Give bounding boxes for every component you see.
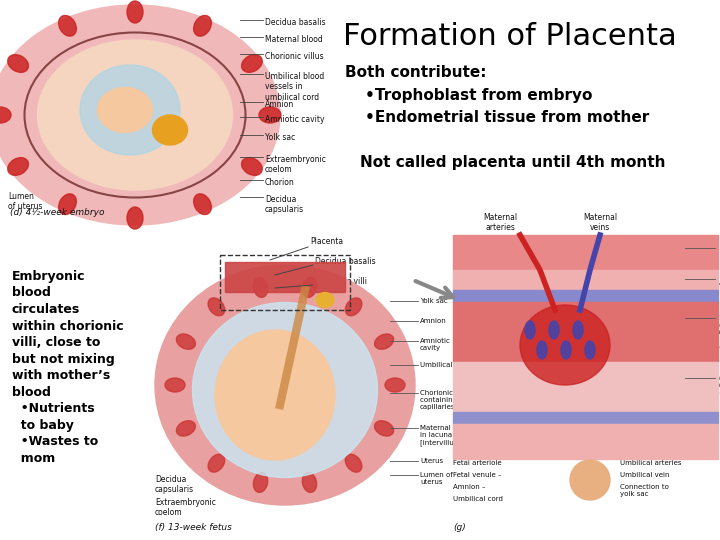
Ellipse shape: [573, 321, 583, 339]
Ellipse shape: [165, 378, 185, 392]
Bar: [225, 262, 345, 292]
Text: Fetal portion
of placenta
(chorion): Fetal portion of placenta (chorion): [676, 375, 720, 395]
Text: Maternal
portion
of placenta
(decidua
basalis): Maternal portion of placenta (decidua ba…: [680, 315, 720, 350]
Ellipse shape: [155, 265, 415, 505]
Ellipse shape: [537, 341, 547, 359]
Text: Decidua basalis: Decidua basalis: [265, 18, 325, 27]
Ellipse shape: [242, 158, 262, 176]
Ellipse shape: [242, 55, 262, 72]
Bar: [453, 302, 718, 362]
Text: Yolk sac: Yolk sac: [265, 133, 295, 142]
Ellipse shape: [176, 421, 195, 436]
Text: Maternal blood: Maternal blood: [265, 35, 323, 44]
Text: Formation of Placenta: Formation of Placenta: [343, 22, 677, 51]
Text: Placenta: Placenta: [310, 238, 343, 246]
Ellipse shape: [194, 16, 212, 36]
Ellipse shape: [192, 302, 377, 477]
Text: Lumen of
uterus: Lumen of uterus: [420, 472, 453, 485]
Ellipse shape: [58, 194, 76, 214]
Ellipse shape: [176, 334, 195, 349]
Ellipse shape: [570, 460, 610, 500]
Text: Lumen
of uterus: Lumen of uterus: [8, 192, 42, 211]
Ellipse shape: [127, 207, 143, 229]
Ellipse shape: [194, 194, 212, 214]
Text: Myometrium: Myometrium: [676, 245, 720, 251]
Text: Chorionic villi: Chorionic villi: [315, 278, 367, 287]
Ellipse shape: [58, 16, 76, 36]
Text: Umbilical cord: Umbilical cord: [453, 496, 503, 502]
Bar: [453, 290, 718, 302]
Ellipse shape: [253, 278, 268, 298]
Ellipse shape: [316, 293, 334, 307]
Text: Decidua
capsularis: Decidua capsularis: [155, 475, 194, 495]
Text: Not called placenta until 4th month: Not called placenta until 4th month: [360, 155, 665, 170]
Text: Chorion: Chorion: [265, 178, 294, 187]
Text: Amnion: Amnion: [265, 100, 294, 109]
Ellipse shape: [585, 341, 595, 359]
Ellipse shape: [208, 298, 225, 316]
Text: Uterus: Uterus: [420, 458, 443, 464]
Bar: [453, 362, 718, 412]
Ellipse shape: [374, 334, 394, 349]
Ellipse shape: [153, 115, 187, 145]
Text: Fetal arteriole: Fetal arteriole: [453, 460, 502, 466]
Bar: [453, 270, 718, 290]
Text: Chorionic villus
containing fetal
capillaries: Chorionic villus containing fetal capill…: [420, 390, 475, 410]
Ellipse shape: [374, 421, 394, 436]
Ellipse shape: [253, 472, 268, 492]
Ellipse shape: [0, 5, 280, 225]
Ellipse shape: [8, 158, 28, 176]
Ellipse shape: [525, 321, 535, 339]
Text: •Endometrial tissue from mother: •Endometrial tissue from mother: [365, 110, 649, 125]
Ellipse shape: [208, 454, 225, 472]
Text: Maternal blood
in lacuna
[intervillus space]: Maternal blood in lacuna [intervillus sp…: [420, 425, 482, 446]
Text: Both contribute:: Both contribute:: [345, 65, 487, 80]
Text: Umbilical arteries: Umbilical arteries: [620, 460, 682, 466]
Text: Extraembryonic
coelom: Extraembryonic coelom: [265, 155, 326, 174]
Text: Chorionic villus: Chorionic villus: [265, 52, 323, 61]
Ellipse shape: [8, 55, 28, 72]
Text: Extraembryonic
coelom: Extraembryonic coelom: [155, 498, 216, 517]
FancyArrowPatch shape: [415, 281, 453, 298]
Text: Amniotic
cavity: Amniotic cavity: [420, 338, 451, 351]
Ellipse shape: [346, 298, 362, 316]
Text: Maternal
veins: Maternal veins: [583, 213, 617, 232]
Ellipse shape: [346, 454, 362, 472]
Text: •Trophoblast from embryo: •Trophoblast from embryo: [365, 88, 593, 103]
Ellipse shape: [37, 40, 233, 190]
Text: Yolk sac: Yolk sac: [420, 298, 448, 304]
Text: (d) 4½-week embryo: (d) 4½-week embryo: [10, 208, 104, 217]
Text: Embryonic
blood
circulates
within chorionic
villi, close to
but not mixing
with : Embryonic blood circulates within chorio…: [12, 270, 124, 464]
Ellipse shape: [0, 107, 11, 123]
Ellipse shape: [385, 378, 405, 392]
Text: Amnion –: Amnion –: [453, 484, 485, 490]
Text: Connection to
yolk sac: Connection to yolk sac: [620, 484, 669, 497]
Ellipse shape: [127, 1, 143, 23]
Text: Stratum
basalis of
endometrium: Stratum basalis of endometrium: [672, 276, 720, 296]
Text: Fetal venule –: Fetal venule –: [453, 472, 502, 478]
Text: (f) 13-week fetus: (f) 13-week fetus: [155, 523, 232, 532]
Text: Decidua
capsularis: Decidua capsularis: [265, 195, 304, 214]
Ellipse shape: [80, 65, 180, 155]
Text: Umbilical cord: Umbilical cord: [420, 362, 470, 368]
Ellipse shape: [561, 341, 571, 359]
Bar: [453, 412, 718, 424]
Ellipse shape: [97, 87, 153, 132]
Bar: [453, 424, 718, 459]
Text: Decidua basalis: Decidua basalis: [315, 258, 376, 267]
Ellipse shape: [549, 321, 559, 339]
Ellipse shape: [302, 278, 317, 298]
Text: Umbilical vein: Umbilical vein: [620, 472, 670, 478]
Ellipse shape: [302, 472, 317, 492]
Ellipse shape: [520, 305, 610, 385]
Text: Amniotic cavity: Amniotic cavity: [265, 115, 325, 124]
Text: Umbilical blood
vessels in
umbilical cord: Umbilical blood vessels in umbilical cor…: [265, 72, 324, 102]
Text: (g): (g): [453, 523, 466, 532]
Bar: [453, 235, 718, 270]
Ellipse shape: [259, 107, 281, 123]
Text: Maternal
arteries: Maternal arteries: [483, 213, 517, 232]
Ellipse shape: [215, 330, 335, 460]
Text: Amnion: Amnion: [420, 318, 446, 324]
